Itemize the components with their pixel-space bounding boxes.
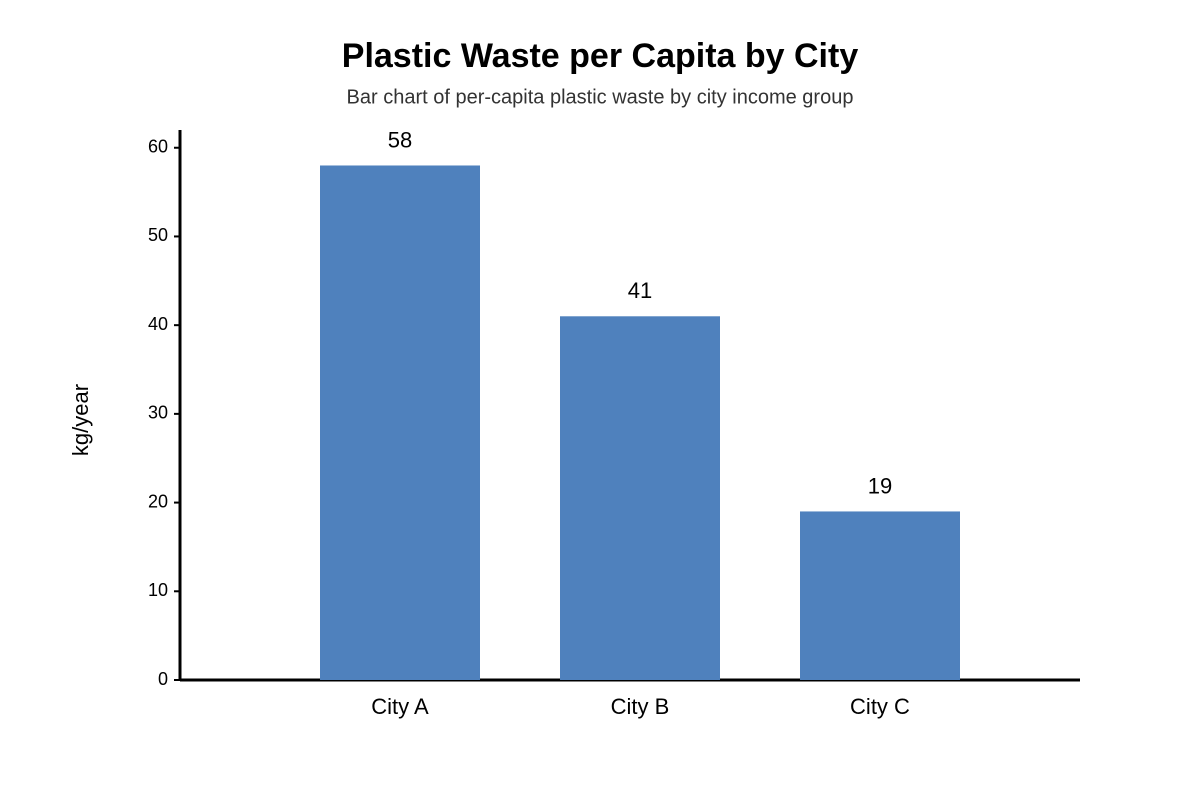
data-label: 58	[388, 127, 412, 152]
y-tick-label: 40	[148, 314, 168, 334]
chart-subtitle: Bar chart of per-capita plastic waste by…	[347, 86, 854, 108]
x-tick-label: City B	[611, 694, 670, 719]
bar	[320, 165, 480, 680]
y-tick-label: 10	[148, 580, 168, 600]
data-label: 19	[868, 473, 892, 498]
x-tick-label: City C	[850, 694, 910, 719]
data-label: 41	[628, 278, 652, 303]
y-tick-label: 0	[158, 669, 168, 689]
y-tick-label: 50	[148, 225, 168, 245]
bar	[560, 316, 720, 680]
x-tick-label: City A	[371, 694, 429, 719]
y-tick-label: 60	[148, 136, 168, 156]
y-tick-label: 30	[148, 403, 168, 423]
chart-title: Plastic Waste per Capita by City	[342, 37, 859, 75]
y-tick-label: 20	[148, 491, 168, 511]
y-axis-label: kg/year	[68, 384, 93, 456]
bar	[800, 511, 960, 680]
